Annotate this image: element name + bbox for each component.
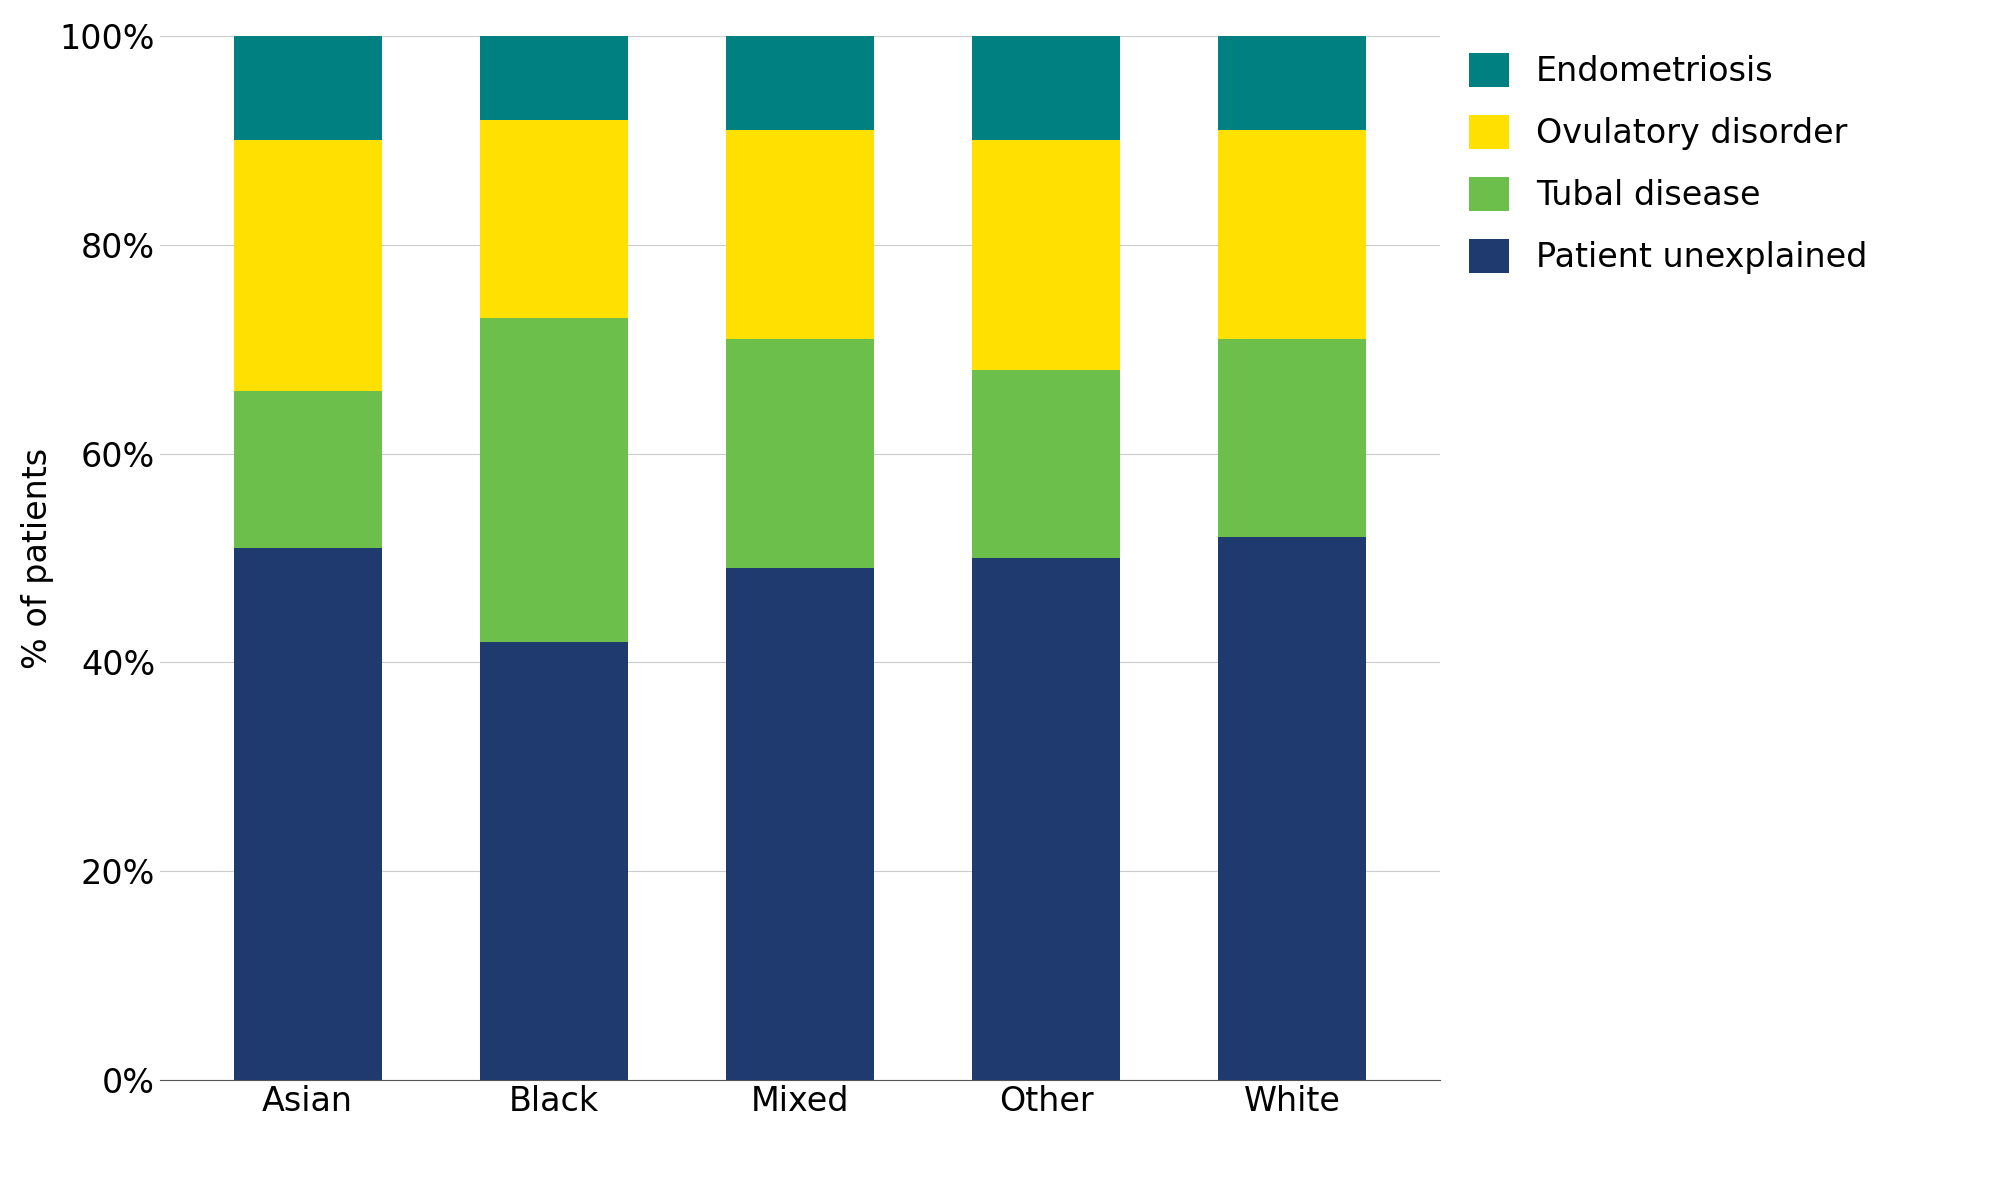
Bar xyxy=(972,558,1120,1080)
Bar xyxy=(1218,538,1366,1080)
Bar xyxy=(480,36,628,120)
Bar xyxy=(726,338,874,569)
Bar xyxy=(1218,36,1366,130)
Legend: Endometriosis, Ovulatory disorder, Tubal disease, Patient unexplained: Endometriosis, Ovulatory disorder, Tubal… xyxy=(1470,53,1868,274)
Bar xyxy=(1218,338,1366,538)
Bar xyxy=(1218,130,1366,338)
Y-axis label: % of patients: % of patients xyxy=(22,448,54,668)
Bar xyxy=(726,569,874,1080)
Bar xyxy=(234,391,382,547)
Bar xyxy=(726,36,874,130)
Bar xyxy=(726,130,874,338)
Bar xyxy=(972,370,1120,558)
Bar xyxy=(480,318,628,642)
Bar xyxy=(234,547,382,1080)
Bar xyxy=(972,36,1120,140)
Bar xyxy=(972,140,1120,370)
Bar xyxy=(234,36,382,140)
Bar xyxy=(480,120,628,318)
Bar xyxy=(234,140,382,391)
Bar xyxy=(480,642,628,1080)
